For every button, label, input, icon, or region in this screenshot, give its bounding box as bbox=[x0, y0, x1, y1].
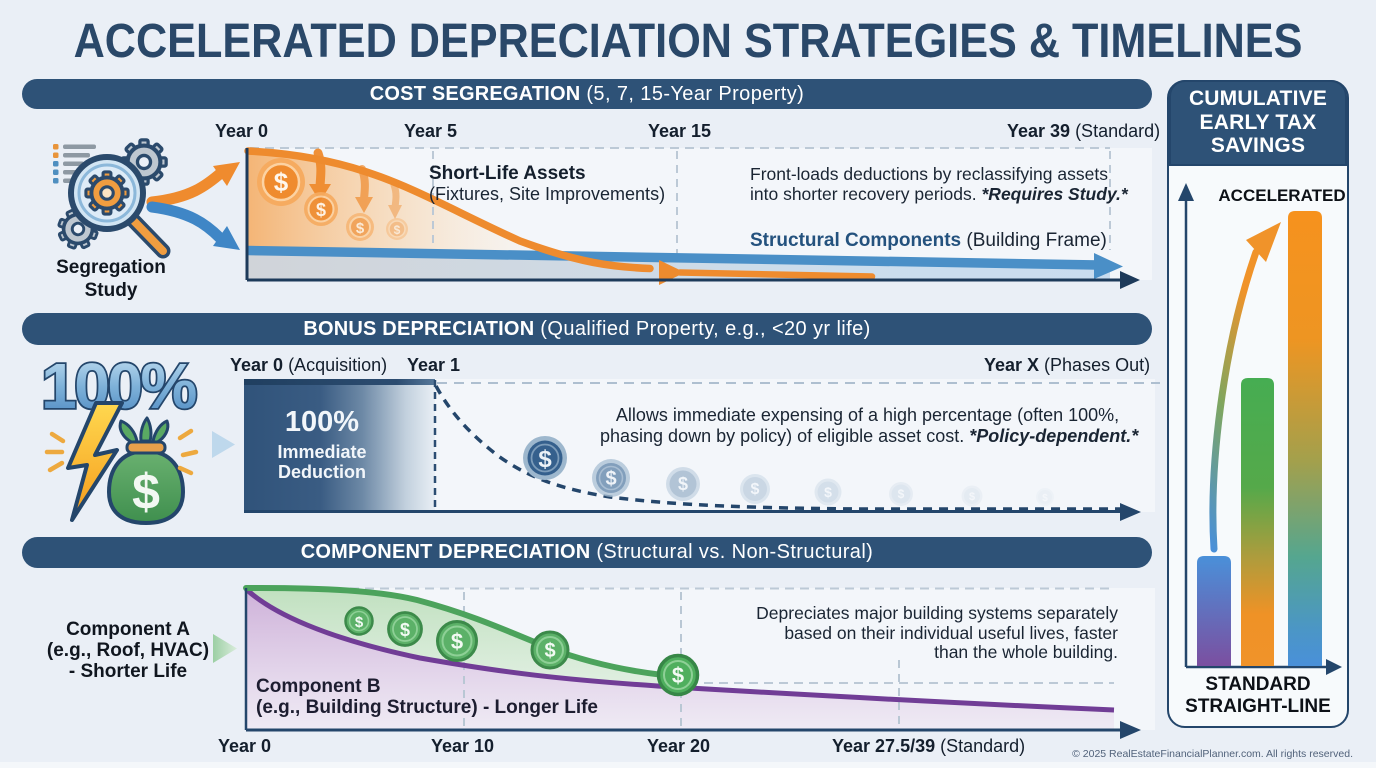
svg-text:$: $ bbox=[969, 491, 975, 503]
svg-text:$: $ bbox=[824, 484, 832, 500]
svg-text:$: $ bbox=[605, 468, 616, 490]
svg-text:$: $ bbox=[672, 663, 684, 688]
svg-text:$: $ bbox=[132, 464, 160, 520]
svg-text:$: $ bbox=[400, 620, 410, 640]
svg-text:$: $ bbox=[394, 223, 401, 237]
svg-text:$: $ bbox=[274, 167, 289, 197]
svg-text:$: $ bbox=[544, 640, 555, 662]
svg-text:$: $ bbox=[751, 481, 760, 498]
svg-text:$: $ bbox=[898, 487, 905, 501]
svg-text:$: $ bbox=[316, 200, 326, 220]
svg-text:$: $ bbox=[678, 474, 688, 494]
svg-text:$: $ bbox=[538, 446, 552, 473]
svg-text:$: $ bbox=[451, 629, 463, 654]
svg-text:$: $ bbox=[1042, 493, 1048, 504]
svg-text:$: $ bbox=[355, 614, 364, 631]
svg-text:$: $ bbox=[356, 220, 365, 237]
